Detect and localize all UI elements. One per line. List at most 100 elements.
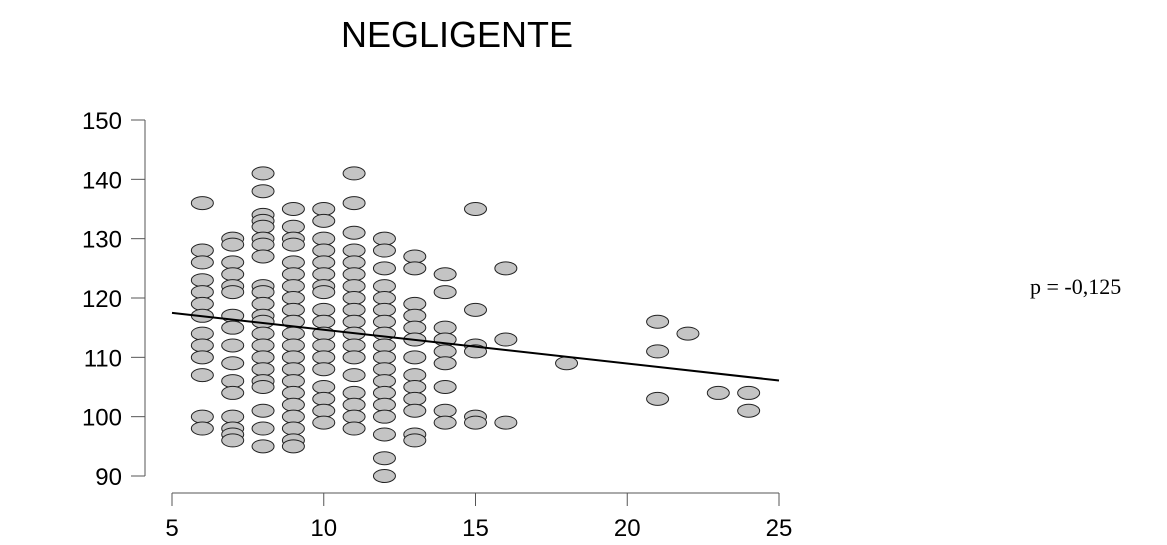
data-point [251,166,275,181]
data-point [433,403,457,418]
data-point [281,421,305,436]
data-point [281,237,305,252]
y-tick-label: 90 [95,464,122,491]
x-tick-label: 15 [462,515,489,542]
data-point [342,196,366,211]
data-point [342,350,366,365]
data-point [342,302,366,317]
x-tick-label: 10 [310,515,337,542]
data-point [372,279,396,294]
data-point [221,267,245,282]
data-point [221,338,245,353]
data-point [433,380,457,394]
data-point [190,409,214,424]
data-point [312,380,336,394]
data-point [342,255,366,270]
data-point [646,344,670,359]
data-point [342,243,366,258]
data-point [342,166,366,181]
data-point [221,356,245,371]
data-point [737,385,761,400]
data-point [433,320,457,335]
data-point [251,338,275,353]
data-point [403,249,427,264]
data-point [312,267,336,282]
data-point [281,279,305,294]
data-point [372,243,396,258]
data-point [372,314,396,329]
data-point [221,433,245,448]
data-point [251,326,275,341]
data-point [281,267,305,282]
data-point [251,296,275,311]
data-point [221,255,245,270]
data-point [221,385,245,400]
data-point [403,320,427,335]
data-point [494,261,518,276]
data-point [342,397,366,412]
data-point [190,368,214,383]
data-point [372,302,396,317]
data-point [342,368,366,383]
data-point [372,374,396,389]
data-point [464,415,487,430]
data-point [251,380,275,394]
data-point [312,213,336,228]
data-point [403,403,427,418]
data-point [190,296,214,311]
data-point [312,338,336,353]
data-point [312,362,336,377]
data-point [221,237,245,252]
trend-line [171,311,780,382]
data-point [737,403,761,418]
data-point [403,296,427,311]
correlation-annotation: p = -0,125 [1030,274,1121,299]
data-point [433,415,457,430]
data-point [251,439,275,454]
data-point [281,385,305,400]
data-point [190,338,214,353]
data-point [312,255,336,270]
data-point [281,338,305,353]
data-points [190,166,761,483]
data-point [281,397,305,412]
data-point [251,219,275,234]
data-point [312,403,336,418]
data-point [281,374,305,389]
y-tick-label: 110 [84,345,122,372]
data-point [372,231,396,246]
y-axis-ticks: 90 100 110 120 130 140 150 [82,108,145,491]
data-point [403,350,427,365]
data-point [251,249,275,264]
data-point [676,326,700,341]
data-point [312,350,336,365]
y-tick-label: 140 [82,167,122,194]
data-point [221,320,245,335]
data-point [342,421,366,436]
data-point [433,344,457,359]
data-point [251,237,275,252]
data-point [403,308,427,323]
data-point [342,291,366,305]
data-point [281,409,305,424]
data-point [190,273,214,288]
data-point [312,231,336,246]
data-point [464,202,487,216]
y-tick-label: 100 [82,405,122,432]
x-tick-label: 20 [614,515,641,542]
data-point [190,326,214,341]
data-point [464,302,487,317]
data-point [281,302,305,317]
data-point [281,219,305,234]
data-point [706,385,730,400]
data-point [494,415,518,430]
data-point [281,255,305,270]
data-point [342,225,366,240]
data-point [646,391,670,406]
data-point [433,267,457,282]
data-point [372,350,396,365]
data-point [342,409,366,424]
x-axis-ticks: 5 10 15 20 25 [165,493,792,542]
data-point [403,380,427,394]
data-point [221,409,245,424]
